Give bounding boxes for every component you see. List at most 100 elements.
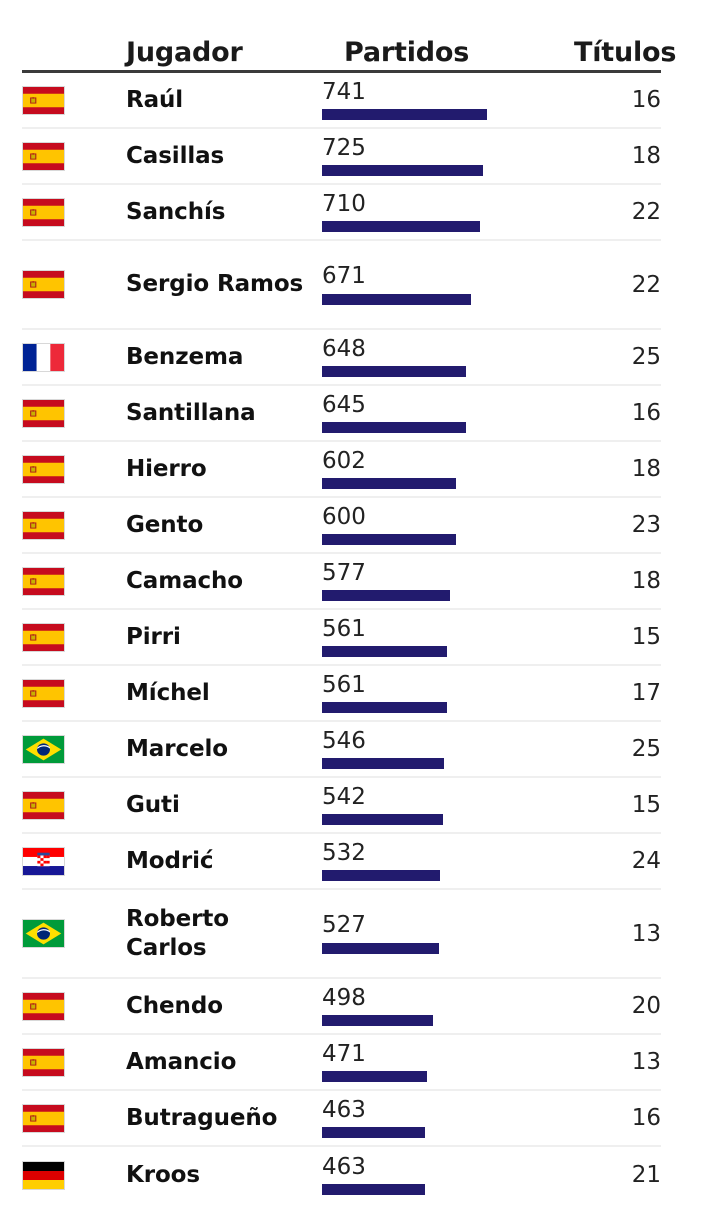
games-bar: [322, 109, 487, 121]
games-bar: [322, 221, 480, 233]
cell-player-name: Sanchís: [126, 198, 226, 225]
cell-games: 463: [314, 1153, 544, 1196]
cell-games: 463: [314, 1096, 544, 1139]
cell-player-name: Raúl: [126, 86, 184, 113]
cell-games: 546: [314, 727, 544, 770]
games-value: 561: [322, 615, 366, 642]
games-value: 741: [322, 78, 366, 105]
table-row: Roberto Carlos 527 13: [22, 890, 661, 979]
games-bar: [322, 702, 447, 714]
cell-titles: 18: [631, 456, 661, 482]
games-bar-track: [322, 293, 544, 305]
cell-flag: [22, 678, 104, 708]
flag-spain-icon: [22, 566, 65, 596]
games-bar: [322, 814, 443, 826]
flag-spain-icon: [22, 270, 65, 299]
cell-titles: 13: [631, 1049, 661, 1075]
games-value: 648: [322, 335, 366, 362]
cell-player-name: Hierro: [126, 455, 207, 482]
games-bar: [322, 422, 466, 434]
flag-germany-icon: [22, 1160, 65, 1190]
cell-flag: [22, 197, 104, 227]
cell-flag: [22, 566, 104, 596]
cell-flag: [22, 510, 104, 540]
flag-spain-icon: [22, 622, 65, 652]
games-value: 602: [322, 447, 366, 474]
games-bar: [322, 293, 471, 305]
table-row: Sergio Ramos 671 22: [22, 241, 661, 330]
cell-flag: [22, 342, 104, 372]
cell-player-name: Gento: [126, 511, 204, 538]
column-header-player: Jugador: [126, 37, 243, 68]
cell-titles: 23: [631, 512, 661, 538]
games-bar: [322, 1127, 425, 1139]
column-header-titles: Títulos: [574, 37, 677, 68]
cell-player-name: Roberto Carlos: [126, 906, 230, 961]
games-bar-track: [322, 814, 544, 826]
flag-spain-icon: [22, 197, 65, 227]
cell-games: 710: [314, 192, 544, 233]
games-bar: [322, 366, 466, 378]
cell-games: 602: [314, 447, 544, 490]
games-bar-track: [322, 165, 544, 177]
flag-brazil-icon: [22, 919, 65, 948]
games-bar-track: [322, 422, 544, 434]
games-bar-track: [322, 534, 544, 546]
cell-player-name: Pirri: [126, 623, 181, 650]
games-bar-track: [322, 646, 544, 658]
games-value: 561: [322, 671, 366, 698]
cell-games: 600: [314, 503, 544, 546]
table-row: Amancio 471 13: [22, 1035, 661, 1091]
table-row: Santillana 645 16: [22, 386, 661, 442]
games-bar: [322, 534, 456, 546]
flag-spain-icon: [22, 678, 65, 708]
table-row: Benzema 648 25: [22, 330, 661, 386]
table-body: Raúl 741 16 Casillas 725 18 Sanchís 710 22: [22, 73, 661, 1203]
cell-games: 645: [314, 393, 544, 434]
games-value: 600: [322, 503, 366, 530]
column-header-games: Partidos: [344, 37, 470, 68]
cell-games: 527: [314, 913, 544, 954]
cell-player-name: Butragueño: [126, 1104, 278, 1131]
games-bar-track: [322, 1015, 544, 1027]
cell-games: 725: [314, 136, 544, 177]
table-row: Míchel 561 17: [22, 666, 661, 722]
games-value: 463: [322, 1096, 366, 1123]
cell-flag: [22, 398, 104, 428]
cell-games: 498: [314, 986, 544, 1027]
games-bar: [322, 758, 444, 770]
games-bar-track: [322, 942, 544, 954]
table-row: Chendo 498 20: [22, 979, 661, 1035]
table-row: Camacho 577 18: [22, 554, 661, 610]
flag-spain-icon: [22, 991, 65, 1021]
cell-flag: [22, 1047, 104, 1077]
cell-flag: [22, 790, 104, 820]
games-bar: [322, 590, 450, 602]
games-value: 546: [322, 727, 366, 754]
games-bar-track: [322, 478, 544, 490]
flag-spain-icon: [22, 510, 65, 540]
cell-flag: [22, 85, 104, 115]
flag-spain-icon: [22, 1103, 65, 1133]
cell-flag: [22, 991, 104, 1021]
games-bar-track: [322, 870, 544, 882]
cell-titles: 22: [631, 199, 661, 225]
cell-flag: [22, 141, 104, 171]
table-row: Gento 600 23: [22, 498, 661, 554]
table-row: Guti 542 15: [22, 778, 661, 834]
cell-titles: 18: [631, 143, 661, 169]
flag-spain-icon: [22, 85, 65, 115]
header-divider: [22, 70, 661, 73]
cell-games: 542: [314, 785, 544, 826]
games-value: 471: [322, 1040, 366, 1067]
cell-player-name: Amancio: [126, 1048, 237, 1075]
table-row: Hierro 602 18: [22, 442, 661, 498]
cell-games: 561: [314, 615, 544, 658]
flag-france-icon: [22, 342, 65, 372]
cell-titles: 25: [631, 736, 661, 762]
cell-titles: 18: [631, 568, 661, 594]
cell-flag: [22, 734, 104, 764]
games-value: 463: [322, 1153, 366, 1180]
cell-titles: 15: [631, 624, 661, 650]
games-bar: [322, 1015, 433, 1027]
